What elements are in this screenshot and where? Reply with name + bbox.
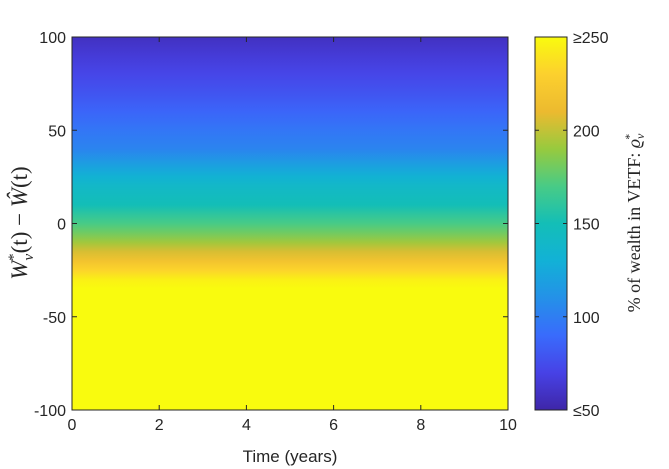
colorbar-tick-label: 200 [573, 123, 600, 140]
plot-area: 0 2 4 6 8 10 -100 -50 0 50 100 [34, 30, 517, 434]
y-label-t1: (t) − [7, 207, 32, 253]
colorbar-tick-label: ≥250 [573, 30, 609, 47]
y-tick-label: 0 [57, 217, 66, 234]
y-tick-label: 100 [39, 30, 66, 47]
colorbar-tick-label: ≤50 [573, 403, 600, 420]
colorbar-label-sub-v: v [633, 133, 647, 139]
colorbar-label-symbol: ϱ [624, 139, 644, 148]
colorbar-ticks: ≤50 100 150 200 ≥250 [535, 30, 609, 420]
y-tick-label: 50 [48, 123, 66, 140]
colorbar-tick-label: 100 [573, 310, 600, 327]
y-label-sub-v: v [21, 254, 37, 261]
x-axis-ticks: 0 2 4 6 8 10 [68, 37, 517, 434]
x-tick-label: 10 [499, 417, 517, 434]
y-label-sup-star: * [6, 253, 22, 261]
colorbar-tick-label: 150 [573, 217, 600, 234]
colorbar-label: % of wealth in VETF: ϱv* [622, 133, 647, 312]
x-tick-label: 0 [68, 417, 77, 434]
colorbar-field [535, 37, 567, 410]
x-tick-label: 6 [329, 417, 338, 434]
y-tick-label: -50 [43, 310, 66, 327]
y-label-t2: (t) [7, 166, 32, 188]
heatmap-field [72, 37, 508, 410]
y-axis-label: Wv*(t) − Ŵ(t) [6, 166, 37, 279]
y-tick-label: -100 [34, 403, 66, 420]
y-label-what: Ŵ [6, 186, 32, 207]
x-tick-label: 4 [242, 417, 251, 434]
y-label-w: W [7, 259, 32, 280]
colorbar-label-sup-star: * [622, 134, 636, 140]
x-tick-label: 2 [155, 417, 164, 434]
x-tick-label: 8 [416, 417, 425, 434]
y-axis-ticks: -100 -50 0 50 100 [34, 30, 508, 420]
x-axis-label: Time (years) [243, 447, 338, 466]
colorbar-label-text: % of wealth in VETF: [624, 148, 644, 312]
colorbar: ≤50 100 150 200 ≥250 [534, 30, 609, 420]
